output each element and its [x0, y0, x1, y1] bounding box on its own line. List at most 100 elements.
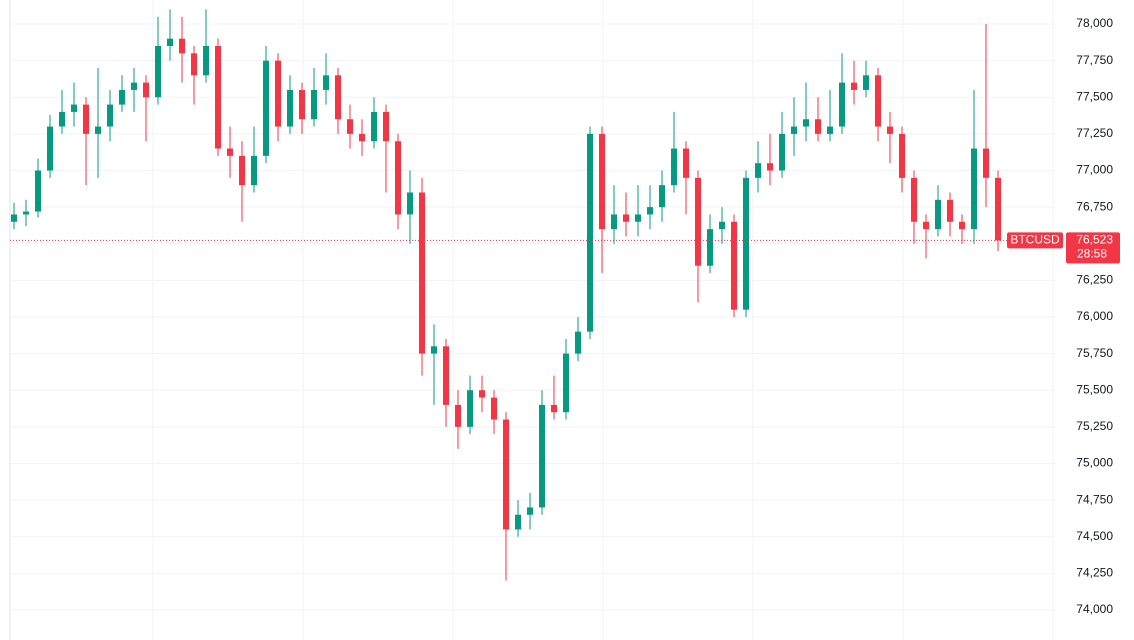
candle-body — [443, 346, 449, 405]
countdown: 28:58 — [1077, 247, 1107, 261]
price-tag-bg — [1066, 232, 1120, 264]
candle-body — [923, 221, 929, 230]
y-tick-label: 77,000 — [1076, 163, 1113, 177]
candle-body — [947, 199, 953, 222]
candle-body — [23, 211, 29, 215]
candle-body — [587, 133, 593, 332]
y-tick-label: 74,500 — [1076, 529, 1113, 543]
candle-body — [779, 133, 785, 171]
candle-body — [59, 111, 65, 127]
candle-body — [551, 404, 557, 413]
y-tick-label: 75,250 — [1076, 419, 1113, 433]
candle-body — [683, 148, 689, 178]
y-tick-label: 78,000 — [1076, 16, 1113, 30]
candle-body — [863, 75, 869, 90]
y-tick-label: 77,250 — [1076, 126, 1113, 140]
candle-body — [815, 119, 821, 134]
candle-body — [467, 390, 473, 427]
candle-body — [611, 214, 617, 230]
candle-body — [347, 119, 353, 134]
candle-body — [539, 404, 545, 508]
candle-body — [935, 199, 941, 230]
candle-body — [227, 148, 233, 156]
symbol-tag-bg — [1007, 232, 1063, 249]
y-tick-label: 76,000 — [1076, 309, 1113, 323]
candle-body — [671, 148, 677, 186]
candle-body — [563, 353, 569, 413]
candle-body — [743, 177, 749, 310]
candle-body — [455, 404, 461, 427]
y-tick-label: 75,750 — [1076, 346, 1113, 360]
candle-body — [719, 221, 725, 230]
candle-body — [179, 38, 185, 54]
candle-body — [827, 126, 833, 134]
candle-body — [107, 104, 113, 127]
candle-body — [851, 82, 857, 90]
candle-body — [623, 214, 629, 222]
candle-body — [395, 141, 401, 215]
y-tick-label: 76,750 — [1076, 199, 1113, 213]
candle-body — [515, 514, 521, 530]
candle-body — [287, 89, 293, 127]
candle-body — [359, 133, 365, 142]
candle-body — [503, 419, 509, 530]
candle-body — [899, 133, 905, 178]
candle-body — [263, 60, 269, 156]
y-tick-label: 74,000 — [1076, 602, 1113, 616]
candle-body — [35, 170, 41, 212]
candle-body — [983, 148, 989, 178]
candle-body — [695, 177, 701, 266]
candle-body — [155, 45, 161, 98]
y-tick-label: 76,250 — [1076, 273, 1113, 287]
y-tick-label: 74,750 — [1076, 492, 1113, 506]
candle-body — [167, 38, 173, 46]
candle-body — [887, 126, 893, 134]
candle-body — [839, 82, 845, 127]
candle-body — [707, 229, 713, 266]
candle-body — [995, 177, 1001, 241]
candle-body — [959, 221, 965, 230]
candle-body — [95, 126, 101, 134]
candle-body — [203, 45, 209, 76]
candle-body — [119, 89, 125, 105]
y-tick-label: 74,250 — [1076, 566, 1113, 580]
candle-body — [11, 214, 17, 222]
candle-body — [215, 45, 221, 149]
candle-body — [311, 89, 317, 120]
candle-body — [431, 346, 437, 354]
candle-body — [803, 119, 809, 127]
candle-body — [371, 111, 377, 142]
candle-body — [407, 192, 413, 215]
candle-body — [251, 155, 257, 186]
candle-body — [299, 89, 305, 120]
candle-body — [143, 82, 149, 98]
candle-body — [275, 60, 281, 127]
candle-body — [527, 507, 533, 515]
candle-body — [911, 177, 917, 222]
candle-body — [731, 221, 737, 310]
candle-body — [83, 104, 89, 134]
candle-body — [791, 126, 797, 134]
candle-body — [71, 104, 77, 112]
candle-body — [875, 75, 881, 127]
price-tag: 76,523 — [1076, 233, 1113, 247]
y-tick-label: 75,000 — [1076, 456, 1113, 470]
candle-body — [383, 111, 389, 142]
candle-body — [599, 133, 605, 230]
candle-body — [659, 185, 665, 208]
y-tick-label: 75,500 — [1076, 382, 1113, 396]
candle-body — [575, 331, 581, 354]
y-tick-label: 77,500 — [1076, 89, 1113, 103]
candle-body — [479, 390, 485, 398]
candle-body — [971, 148, 977, 230]
candle-body — [47, 126, 53, 171]
candle-body — [239, 155, 245, 186]
candle-body — [191, 53, 197, 76]
candle-body — [635, 214, 641, 222]
y-tick-label: 77,750 — [1076, 53, 1113, 67]
candle-body — [419, 192, 425, 354]
candle-body — [767, 163, 773, 171]
candle-body — [491, 397, 497, 420]
